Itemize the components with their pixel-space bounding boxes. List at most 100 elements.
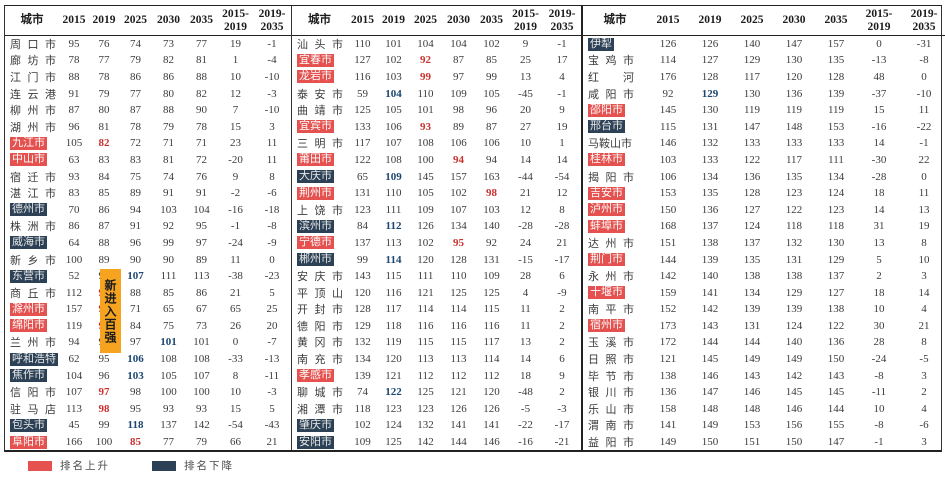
rank-value: -5 xyxy=(520,402,531,415)
rank-value: 66 xyxy=(230,436,241,449)
rank-value: 114 xyxy=(385,253,402,266)
rank-value: -1 xyxy=(874,436,884,449)
city-cell: 威海市 xyxy=(5,235,59,252)
rank-value: 71 xyxy=(196,137,207,150)
rank-value: 127 xyxy=(701,54,719,67)
rank-value: 21 xyxy=(520,187,531,200)
ranking-table: 城市 2015 2019 2025 2030 2035 2015- 2019 2019- 20… xyxy=(5,6,291,450)
rank-value: 2 xyxy=(559,303,565,316)
rank-value: 71 xyxy=(163,137,174,150)
rank-value: 81 xyxy=(163,153,174,166)
rank-value: 116 xyxy=(385,286,402,299)
rank-value: 146 xyxy=(701,369,719,382)
city-cell: 邵阳市 xyxy=(583,102,647,119)
city-name: 上饶市 xyxy=(297,204,343,217)
table-row: 兰州市9494971011010-7 xyxy=(5,334,291,351)
rank-value: -13 xyxy=(264,353,280,366)
city-name: 三明市 xyxy=(297,138,343,151)
rank-value: 148 xyxy=(743,402,761,415)
rank-value: 130 xyxy=(827,236,845,249)
city-name: 邢台市 xyxy=(588,120,625,134)
city-cell: 达州市 xyxy=(583,235,647,252)
table-row: 泸州市 150 136 127 122 123 14 13 xyxy=(583,201,945,218)
city-name: 东营市 xyxy=(10,269,47,283)
rank-value: 3 xyxy=(921,270,927,283)
rank-value: -48 xyxy=(518,386,533,399)
rank-value: 123 xyxy=(785,187,803,200)
city-name: 聊城市 xyxy=(297,387,343,400)
rank-value: 122 xyxy=(785,203,803,216)
city-cell: 日照市 xyxy=(583,351,647,368)
rank-value: 5 xyxy=(269,286,275,299)
city-name: 九江市 xyxy=(10,136,47,150)
column-header: 2030 xyxy=(152,6,185,36)
rank-value: 138 xyxy=(743,270,761,283)
table-row: 银川市 136 147 146 145 145 -11 2 xyxy=(583,384,945,401)
table-row: 宜春市 127 102 92 87 85 25 17 xyxy=(292,52,581,69)
rank-value: 0 xyxy=(876,38,882,51)
ranking-table: 城市 2015 2019 2025 2030 2035 2015- 2019 2019- 20… xyxy=(583,6,945,450)
rank-value: -8 xyxy=(874,419,884,432)
table-row: 株洲市 86 87 91 92 95 -1 -8 xyxy=(5,218,291,235)
city-name: 龙岩市 xyxy=(297,70,334,84)
rank-value: 10 xyxy=(873,402,885,415)
table-row: 驻马店 113 98 95 93 93 15 5 xyxy=(5,401,291,418)
rank-value: 10 xyxy=(918,253,930,266)
table-row: 乐山市 158 148 148 146 144 10 4 xyxy=(583,401,945,418)
table-row: 商丘市11291888586215 xyxy=(5,284,291,301)
table-row: 蚌埠市 168 137 124 118 118 31 19 xyxy=(583,218,945,235)
rank-value: 115 xyxy=(385,270,402,283)
rank-value: 126 xyxy=(701,38,719,51)
column-header: 2035 xyxy=(185,6,218,36)
rank-value: 90 xyxy=(196,104,207,117)
rank-value: -37 xyxy=(871,87,887,100)
column-header: 2019 xyxy=(89,6,119,36)
city-cell: 廊坊市 xyxy=(5,52,59,69)
rank-value: 163 xyxy=(483,170,500,183)
rank-value: 130 xyxy=(743,87,761,100)
rank-value: 62 xyxy=(68,353,80,366)
rank-value: 74 xyxy=(163,170,174,183)
rank-value: 79 xyxy=(163,120,174,133)
rank-value: 77 xyxy=(98,54,110,67)
rank-value: -54 xyxy=(228,419,243,432)
rank-value: 98 xyxy=(130,386,141,399)
rank-value: 4 xyxy=(921,402,927,415)
rank-value: 117 xyxy=(785,153,803,166)
table-row: 廊坊市 78 77 79 82 81 1 -4 xyxy=(5,52,291,69)
rank-value: 98 xyxy=(453,104,464,117)
city-name: 滁州市 xyxy=(10,302,47,316)
rank-value: -23 xyxy=(264,270,280,283)
rank-value: 8 xyxy=(921,236,927,249)
rank-value: 92 xyxy=(486,236,497,249)
rank-value: -30 xyxy=(871,153,887,166)
rank-value: 112 xyxy=(483,369,500,382)
rank-value: 141 xyxy=(483,419,500,432)
table-row: 滁州市157927165676525 xyxy=(5,301,291,318)
rank-value: 108 xyxy=(193,353,210,366)
column-header: 2030 xyxy=(773,6,815,36)
rank-value: -1 xyxy=(230,220,241,233)
rank-value: 92 xyxy=(420,54,431,67)
rank-value: 136 xyxy=(701,203,719,216)
rank-value: 147 xyxy=(827,436,845,449)
rank-value: 102 xyxy=(354,419,371,432)
table-row: 曲靖市 125 105 101 98 96 20 9 xyxy=(292,102,581,119)
rank-value: 86 xyxy=(130,70,141,83)
rank-value: 97 xyxy=(196,236,207,249)
rank-value: 91 xyxy=(68,87,80,100)
rank-value: 48 xyxy=(873,70,885,83)
rank-value: 90 xyxy=(130,253,141,266)
rank-value: 98 xyxy=(98,402,110,415)
rank-value: 136 xyxy=(827,336,845,349)
rank-value: 20 xyxy=(520,104,531,117)
rank-value: 140 xyxy=(701,270,719,283)
city-name: 荆州市 xyxy=(297,186,334,200)
city-cell: 柳州市 xyxy=(5,102,59,119)
table-row: 绵阳市119938475732620 xyxy=(5,318,291,335)
rank-value: 70 xyxy=(68,203,80,216)
rank-value: 1 xyxy=(232,54,239,67)
rank-value: 133 xyxy=(354,120,371,133)
table-row: 大庆市 65 109 145 157 163 -44 -54 xyxy=(292,168,581,185)
rank-value: 149 xyxy=(659,436,677,449)
